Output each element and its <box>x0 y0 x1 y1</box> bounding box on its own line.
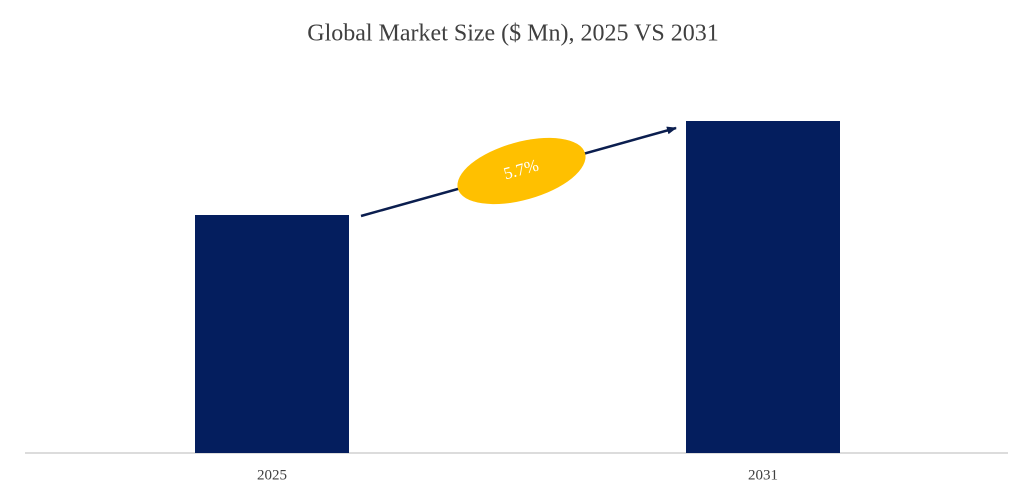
chart-title: Global Market Size ($ Mn), 2025 VS 2031 <box>307 21 719 47</box>
bar <box>195 215 349 453</box>
x-tick-label: 2031 <box>748 467 778 483</box>
growth-badge: 5.7% <box>457 137 586 205</box>
bar <box>686 121 840 453</box>
badge-ellipse <box>457 137 586 205</box>
x-tick-label: 2025 <box>257 467 287 483</box>
